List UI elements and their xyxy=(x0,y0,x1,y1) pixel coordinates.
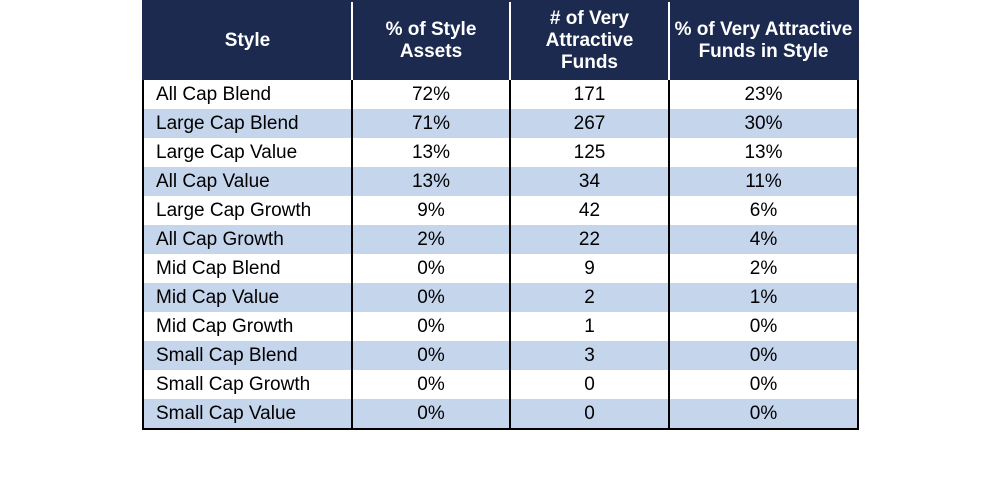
pct-very-attractive-funds-cell: 4% xyxy=(668,225,859,254)
pct-very-attractive-funds-cell: 30% xyxy=(668,109,859,138)
pct-very-attractive-funds-cell: 0% xyxy=(668,399,859,430)
pct-very-attractive-funds-cell: 13% xyxy=(668,138,859,167)
num-very-attractive-funds-cell: 1 xyxy=(509,312,669,341)
table-row: Large Cap Value 13% 125 13% xyxy=(142,138,859,167)
pct-very-attractive-funds-cell: 0% xyxy=(668,370,859,399)
pct-very-attractive-funds-cell: 0% xyxy=(668,341,859,370)
table-row: All Cap Growth 2% 22 4% xyxy=(142,225,859,254)
table-row: Large Cap Growth 9% 42 6% xyxy=(142,196,859,225)
style-table-container: Style % of Style Assets # of Very Attrac… xyxy=(142,0,859,430)
table-row: All Cap Value 13% 34 11% xyxy=(142,167,859,196)
table-row: All Cap Blend 72% 171 23% xyxy=(142,80,859,109)
num-very-attractive-funds-cell: 125 xyxy=(509,138,669,167)
pct-style-assets-cell: 0% xyxy=(351,341,510,370)
style-cell: Small Cap Growth xyxy=(142,370,352,399)
table-row: Small Cap Value 0% 0 0% xyxy=(142,399,859,430)
style-cell: Large Cap Growth xyxy=(142,196,352,225)
pct-style-assets-cell: 0% xyxy=(351,254,510,283)
num-very-attractive-funds-cell: 3 xyxy=(509,341,669,370)
pct-style-assets-cell: 13% xyxy=(351,167,510,196)
style-cell: Mid Cap Growth xyxy=(142,312,352,341)
num-very-attractive-funds-cell: 0 xyxy=(509,370,669,399)
table-row: Mid Cap Value 0% 2 1% xyxy=(142,283,859,312)
header-pct-very-attractive-funds: % of Very Attractive Funds in Style xyxy=(668,0,859,80)
num-very-attractive-funds-cell: 171 xyxy=(509,80,669,109)
pct-very-attractive-funds-cell: 1% xyxy=(668,283,859,312)
style-cell: Large Cap Blend xyxy=(142,109,352,138)
table-row: Mid Cap Blend 0% 9 2% xyxy=(142,254,859,283)
style-cell: Mid Cap Value xyxy=(142,283,352,312)
num-very-attractive-funds-cell: 22 xyxy=(509,225,669,254)
pct-style-assets-cell: 0% xyxy=(351,312,510,341)
num-very-attractive-funds-cell: 0 xyxy=(509,399,669,430)
header-row: Style % of Style Assets # of Very Attrac… xyxy=(142,0,859,80)
table-row: Small Cap Blend 0% 3 0% xyxy=(142,341,859,370)
style-cell: All Cap Blend xyxy=(142,80,352,109)
table-row: Large Cap Blend 71% 267 30% xyxy=(142,109,859,138)
style-cell: Small Cap Blend xyxy=(142,341,352,370)
pct-style-assets-cell: 0% xyxy=(351,399,510,430)
style-cell: All Cap Value xyxy=(142,167,352,196)
num-very-attractive-funds-cell: 34 xyxy=(509,167,669,196)
num-very-attractive-funds-cell: 2 xyxy=(509,283,669,312)
table-row: Mid Cap Growth 0% 1 0% xyxy=(142,312,859,341)
style-table: Style % of Style Assets # of Very Attrac… xyxy=(142,0,859,430)
style-cell: Large Cap Value xyxy=(142,138,352,167)
pct-very-attractive-funds-cell: 0% xyxy=(668,312,859,341)
pct-style-assets-cell: 9% xyxy=(351,196,510,225)
table-header: Style % of Style Assets # of Very Attrac… xyxy=(142,0,859,80)
pct-very-attractive-funds-cell: 11% xyxy=(668,167,859,196)
num-very-attractive-funds-cell: 267 xyxy=(509,109,669,138)
pct-style-assets-cell: 72% xyxy=(351,80,510,109)
style-cell: Mid Cap Blend xyxy=(142,254,352,283)
header-num-very-attractive-funds: # of Very Attractive Funds xyxy=(509,0,669,80)
pct-very-attractive-funds-cell: 6% xyxy=(668,196,859,225)
header-style: Style xyxy=(142,0,352,80)
table-body: All Cap Blend 72% 171 23% Large Cap Blend 71%… xyxy=(142,80,859,430)
table-row: Small Cap Growth 0% 0 0% xyxy=(142,370,859,399)
pct-style-assets-cell: 0% xyxy=(351,370,510,399)
num-very-attractive-funds-cell: 42 xyxy=(509,196,669,225)
pct-very-attractive-funds-cell: 2% xyxy=(668,254,859,283)
style-cell: All Cap Growth xyxy=(142,225,352,254)
pct-style-assets-cell: 13% xyxy=(351,138,510,167)
pct-style-assets-cell: 0% xyxy=(351,283,510,312)
header-pct-style-assets: % of Style Assets xyxy=(351,0,510,80)
pct-very-attractive-funds-cell: 23% xyxy=(668,80,859,109)
pct-style-assets-cell: 71% xyxy=(351,109,510,138)
style-cell: Small Cap Value xyxy=(142,399,352,430)
num-very-attractive-funds-cell: 9 xyxy=(509,254,669,283)
pct-style-assets-cell: 2% xyxy=(351,225,510,254)
